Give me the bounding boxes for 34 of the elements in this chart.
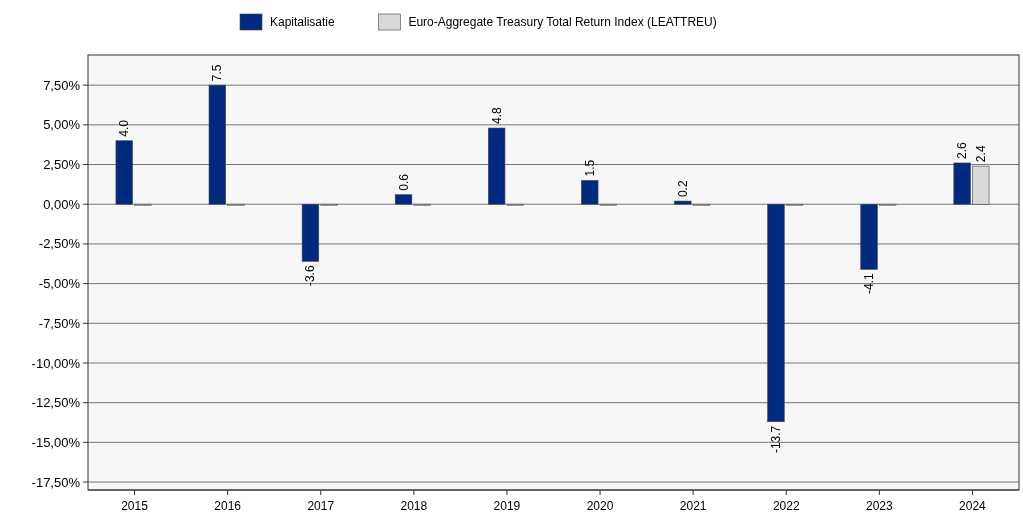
y-tick-label: 2,50% bbox=[43, 157, 81, 173]
data-label: -13.7 bbox=[768, 425, 783, 454]
data-label: 0.2 bbox=[675, 180, 690, 198]
x-tick-label: 2019 bbox=[493, 499, 521, 513]
x-tick-label: 2015 bbox=[121, 499, 149, 513]
legend-label: Kapitalisatie bbox=[270, 15, 336, 29]
data-label: 4.0 bbox=[117, 119, 132, 137]
data-label: 0.6 bbox=[396, 173, 411, 191]
y-tick-label: -15,00% bbox=[31, 434, 81, 450]
data-label: 2.6 bbox=[955, 141, 970, 159]
data-label: 2.4 bbox=[973, 145, 988, 163]
data-label: 1.5 bbox=[582, 159, 597, 177]
x-tick-label: 2023 bbox=[866, 499, 894, 513]
y-tick-label: -10,00% bbox=[31, 355, 81, 371]
data-label: 4.8 bbox=[489, 107, 504, 125]
y-tick-label: -17,50% bbox=[31, 474, 81, 490]
y-tick-label: 7,50% bbox=[43, 77, 81, 93]
data-label: 7.5 bbox=[210, 64, 225, 82]
y-tick-label: -12,50% bbox=[31, 395, 81, 411]
x-tick-label: 2024 bbox=[959, 499, 987, 513]
legend-label: Euro-Aggregate Treasury Total Return Index (LEATTREU) bbox=[408, 15, 717, 29]
x-tick-label: 2016 bbox=[214, 499, 242, 513]
y-tick-label: -2,50% bbox=[38, 236, 81, 252]
data-label: -3.6 bbox=[303, 265, 318, 287]
y-tick-label: -7,50% bbox=[38, 315, 81, 331]
y-tick-label: -5,00% bbox=[38, 276, 81, 292]
x-tick-label: 2021 bbox=[679, 499, 707, 513]
y-tick-label: 5,00% bbox=[43, 117, 81, 133]
y-tick-label: 0,00% bbox=[43, 196, 81, 212]
x-tick-label: 2018 bbox=[400, 499, 428, 513]
x-tick-label: 2022 bbox=[772, 499, 800, 513]
x-tick-label: 2020 bbox=[586, 499, 614, 513]
x-tick-label: 2017 bbox=[307, 499, 335, 513]
data-label: -4.1 bbox=[862, 273, 877, 295]
